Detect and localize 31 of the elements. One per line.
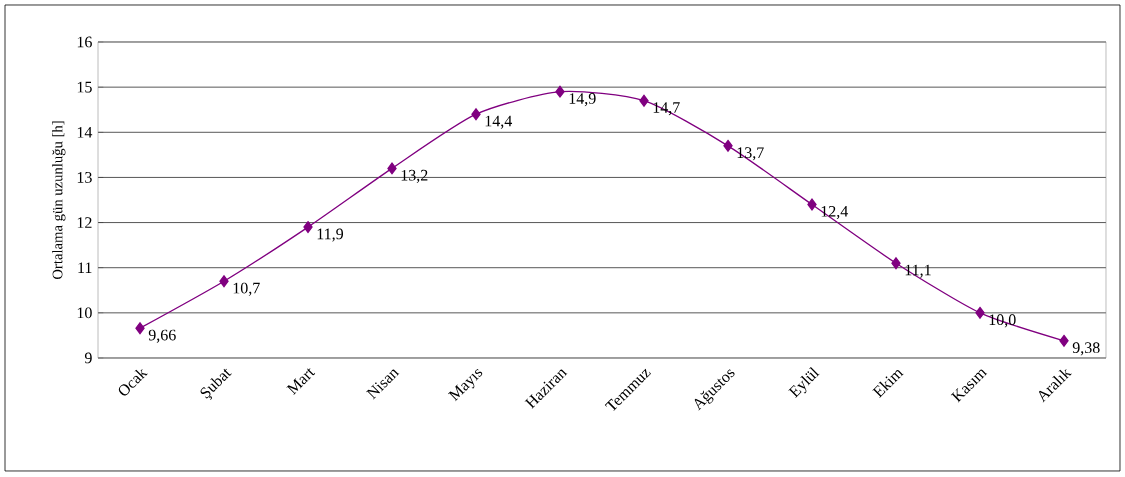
y-tick-label: 16 (77, 36, 92, 48)
y-tick-label: 14 (77, 127, 93, 138)
y-tick-label: 13 (77, 172, 92, 183)
point (303, 221, 313, 234)
point (975, 306, 985, 319)
y-axis-title: Ortalama gün uzunluğu [h] (52, 121, 66, 280)
point (1059, 334, 1069, 347)
point (471, 108, 481, 121)
point (555, 85, 565, 98)
point (807, 198, 817, 211)
point (219, 275, 229, 288)
data-label: 10,7 (233, 282, 260, 296)
data-label: 12,4 (821, 205, 849, 220)
y-tick-label: 12 (77, 217, 92, 228)
point (723, 139, 733, 152)
y-tick-label: 11 (78, 262, 92, 273)
data-label: 9,66 (148, 329, 176, 343)
x-tick-label: Mart (286, 368, 316, 395)
x-tick-label: Ocak (118, 368, 148, 396)
data-label: 14,4 (485, 115, 513, 129)
y-tick-label: 15 (77, 81, 92, 93)
point (639, 94, 649, 107)
y-tick-label: 9 (84, 352, 92, 364)
data-label: 9,38 (1072, 342, 1100, 356)
data-label: 11,1 (905, 264, 931, 278)
data-label: 14,9 (569, 93, 596, 107)
y-tick-label: 10 (77, 307, 92, 319)
point (387, 162, 397, 175)
point (891, 257, 901, 270)
point (135, 322, 145, 335)
data-label: 11,9 (317, 228, 344, 242)
